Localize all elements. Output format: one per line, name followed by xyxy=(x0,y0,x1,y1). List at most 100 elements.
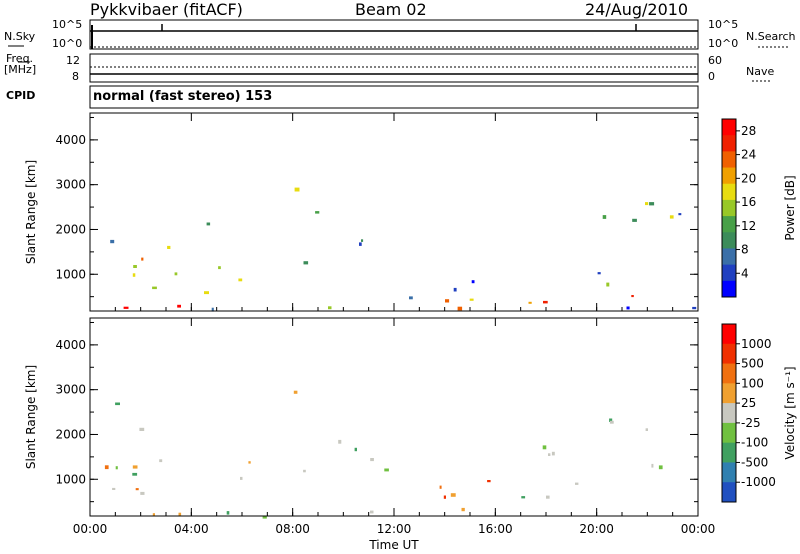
colorbar-segment xyxy=(722,324,736,345)
nsky-strip xyxy=(89,19,699,50)
colorbar-segment xyxy=(722,442,736,463)
echo-cell xyxy=(115,466,118,470)
echo-cell xyxy=(141,257,144,261)
x-tick-label: 16:00 xyxy=(478,522,513,536)
x-tick-label: 12:00 xyxy=(377,522,412,536)
nsky-label: N.Sky xyxy=(4,30,36,43)
echo-cell xyxy=(204,291,209,295)
echo-cell xyxy=(211,307,214,312)
echo-cell xyxy=(174,272,178,276)
colorbar-segment xyxy=(722,383,736,404)
colorbar-segment xyxy=(722,151,736,169)
echo-cell xyxy=(487,480,491,483)
echo-cell xyxy=(649,202,655,206)
echo-cell xyxy=(152,513,155,516)
colorbar-segment xyxy=(722,363,736,384)
echo-cell xyxy=(457,306,463,311)
power-panel xyxy=(110,187,697,312)
echo-cell xyxy=(678,213,682,216)
nsearch-tick-bottom: 10^0 xyxy=(708,37,739,50)
echo-cell xyxy=(471,280,475,284)
colorbar-segment xyxy=(722,264,736,282)
echo-cell xyxy=(293,390,298,394)
echo-cell xyxy=(159,459,163,463)
nsearch-label: N.Search xyxy=(746,30,796,43)
colorbar-tick-label: -25 xyxy=(741,416,761,430)
echo-cell xyxy=(167,245,171,249)
echo-cell xyxy=(152,286,157,290)
nsky-tick-bottom: 10^0 xyxy=(52,37,83,50)
cpid-strip xyxy=(89,85,699,109)
colorbar-tick-label: 8 xyxy=(741,243,749,257)
echo-cell xyxy=(132,273,136,277)
nsearch-tick-top: 10^5 xyxy=(708,18,739,31)
colorbar-segment xyxy=(722,135,736,152)
echo-cell xyxy=(328,306,332,310)
echo-cell xyxy=(546,495,550,499)
panel-frame xyxy=(89,112,699,312)
colorbar-label: Power [dB] xyxy=(783,175,797,240)
echo-cell xyxy=(354,447,357,452)
echo-cell xyxy=(226,511,230,515)
echo-cell xyxy=(602,215,607,219)
colorbar-segment xyxy=(722,119,736,136)
station-title: Pykkvibaer (fitACF) xyxy=(90,0,243,19)
echo-cell xyxy=(645,428,648,431)
freq-strip xyxy=(89,53,699,83)
x-tick-label: 00:00 xyxy=(73,522,108,536)
date-label: 24/Aug/2010 xyxy=(585,0,689,19)
echo-cell xyxy=(140,491,145,495)
echo-cell xyxy=(178,512,182,516)
echo-cell xyxy=(450,493,456,497)
y-tick-label: 4000 xyxy=(55,133,86,147)
echo-cell xyxy=(439,485,442,489)
y-tick-label: 3000 xyxy=(55,178,86,192)
y-tick-label: 3000 xyxy=(55,383,86,397)
colorbar-segment xyxy=(722,422,736,444)
y-tick-label: 2000 xyxy=(55,427,86,441)
colorbar-tick-label: 1000 xyxy=(741,337,772,351)
echo-cell xyxy=(384,468,389,472)
echo-cell xyxy=(461,507,465,512)
colorbar-tick-label: 16 xyxy=(741,195,756,209)
axes-layer: 1000 2000 3000 4000 Slant Range [km] 4 8 12 16 20… xyxy=(24,112,797,552)
echo-cell xyxy=(669,215,674,219)
cpid-value: normal (fast stereo) 153 xyxy=(93,89,273,104)
echo-cell xyxy=(528,301,532,304)
colorbar-tick-label: -1000 xyxy=(741,475,776,489)
freq-tick-bottom: 8 xyxy=(72,70,79,83)
colorbar-tick-label: -100 xyxy=(741,436,768,450)
echo-cell xyxy=(631,295,634,298)
echo-cell xyxy=(338,439,342,444)
colorbar-tick-label: 20 xyxy=(741,171,756,185)
colorbar-label: Velocity [m s⁻¹] xyxy=(783,366,797,459)
echo-cell xyxy=(548,453,551,456)
colorbar-segment xyxy=(722,167,736,185)
echo-cell xyxy=(238,278,243,282)
freq-unit: [MHz] xyxy=(4,63,37,76)
x-tick-label: 08:00 xyxy=(275,522,310,536)
echo-cell xyxy=(132,472,138,476)
echo-cell xyxy=(104,465,109,470)
cpid-label: CPID xyxy=(6,89,36,102)
echo-cell xyxy=(692,306,697,310)
echo-cell xyxy=(409,296,413,300)
colorbar-frame xyxy=(721,118,737,298)
y-axis-label: Slant Range [km] xyxy=(24,160,38,264)
colorbar-tick-label: 500 xyxy=(741,357,764,371)
echo-cell xyxy=(112,487,116,490)
colorbar-segment xyxy=(722,403,736,424)
colorbar-segment xyxy=(722,232,736,249)
colorbar-tick-label: 24 xyxy=(741,148,756,162)
echo-cell xyxy=(445,299,450,303)
echo-cell xyxy=(658,465,663,470)
x-tick-label: 04:00 xyxy=(174,522,209,536)
echo-cell xyxy=(123,306,129,309)
colorbar-segment xyxy=(722,248,736,266)
velocity-panel xyxy=(104,390,663,519)
beam-label: Beam 02 xyxy=(355,0,427,19)
echo-cell xyxy=(597,272,601,275)
echo-cell xyxy=(303,469,306,473)
echo-cell xyxy=(606,282,610,287)
